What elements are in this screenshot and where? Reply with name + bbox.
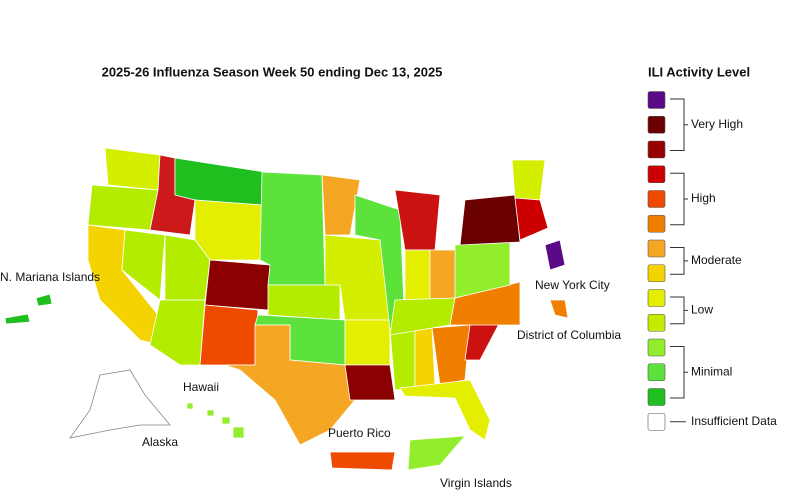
legend-swatch <box>647 338 666 357</box>
legend-swatch <box>647 289 666 307</box>
legend-swatch <box>647 190 666 208</box>
legend-swatch <box>647 388 666 406</box>
legend-title: ILI Activity Level <box>648 64 750 79</box>
legend-swatch <box>647 264 666 283</box>
legend-swatch <box>647 91 666 109</box>
legend-insufficient: Insufficient Data <box>691 414 777 428</box>
legend: ILI Activity Level Very High High Moderate… <box>647 64 777 431</box>
legend-group-label: Moderate <box>691 253 742 267</box>
legend-bracket <box>670 346 688 399</box>
place-label: Alaska <box>142 435 178 449</box>
legend-bracket <box>670 247 688 275</box>
legend-swatch <box>647 115 666 134</box>
place-label: Virgin Islands <box>440 476 512 490</box>
legend-group-label: Low <box>691 303 713 317</box>
legend-group-label: Minimal <box>691 364 732 378</box>
legend-bracket <box>670 98 688 151</box>
place-label: District of Columbia <box>517 328 621 342</box>
place-label: Puerto Rico <box>328 426 391 440</box>
place-label: New York City <box>535 278 610 292</box>
place-label: Hawaii <box>183 380 219 394</box>
legend-bracket <box>670 296 688 325</box>
legend-group-label: Very High <box>691 117 743 131</box>
legend-swatch <box>647 140 666 159</box>
legend-swatch <box>647 363 666 382</box>
place-labels: N. Mariana Islands New York City District … <box>0 270 621 490</box>
legend-swatch <box>647 412 666 431</box>
legend-group-label: High <box>691 191 716 205</box>
legend-bracket <box>670 172 688 226</box>
legend-swatch <box>647 214 666 233</box>
legend-swatch <box>647 239 666 258</box>
map-title: 2025-26 Influenza Season Week 50 ending … <box>102 64 443 79</box>
us-map <box>4 147 569 471</box>
legend-swatch <box>647 313 666 332</box>
place-label: N. Mariana Islands <box>0 270 100 284</box>
legend-swatch <box>647 165 666 184</box>
